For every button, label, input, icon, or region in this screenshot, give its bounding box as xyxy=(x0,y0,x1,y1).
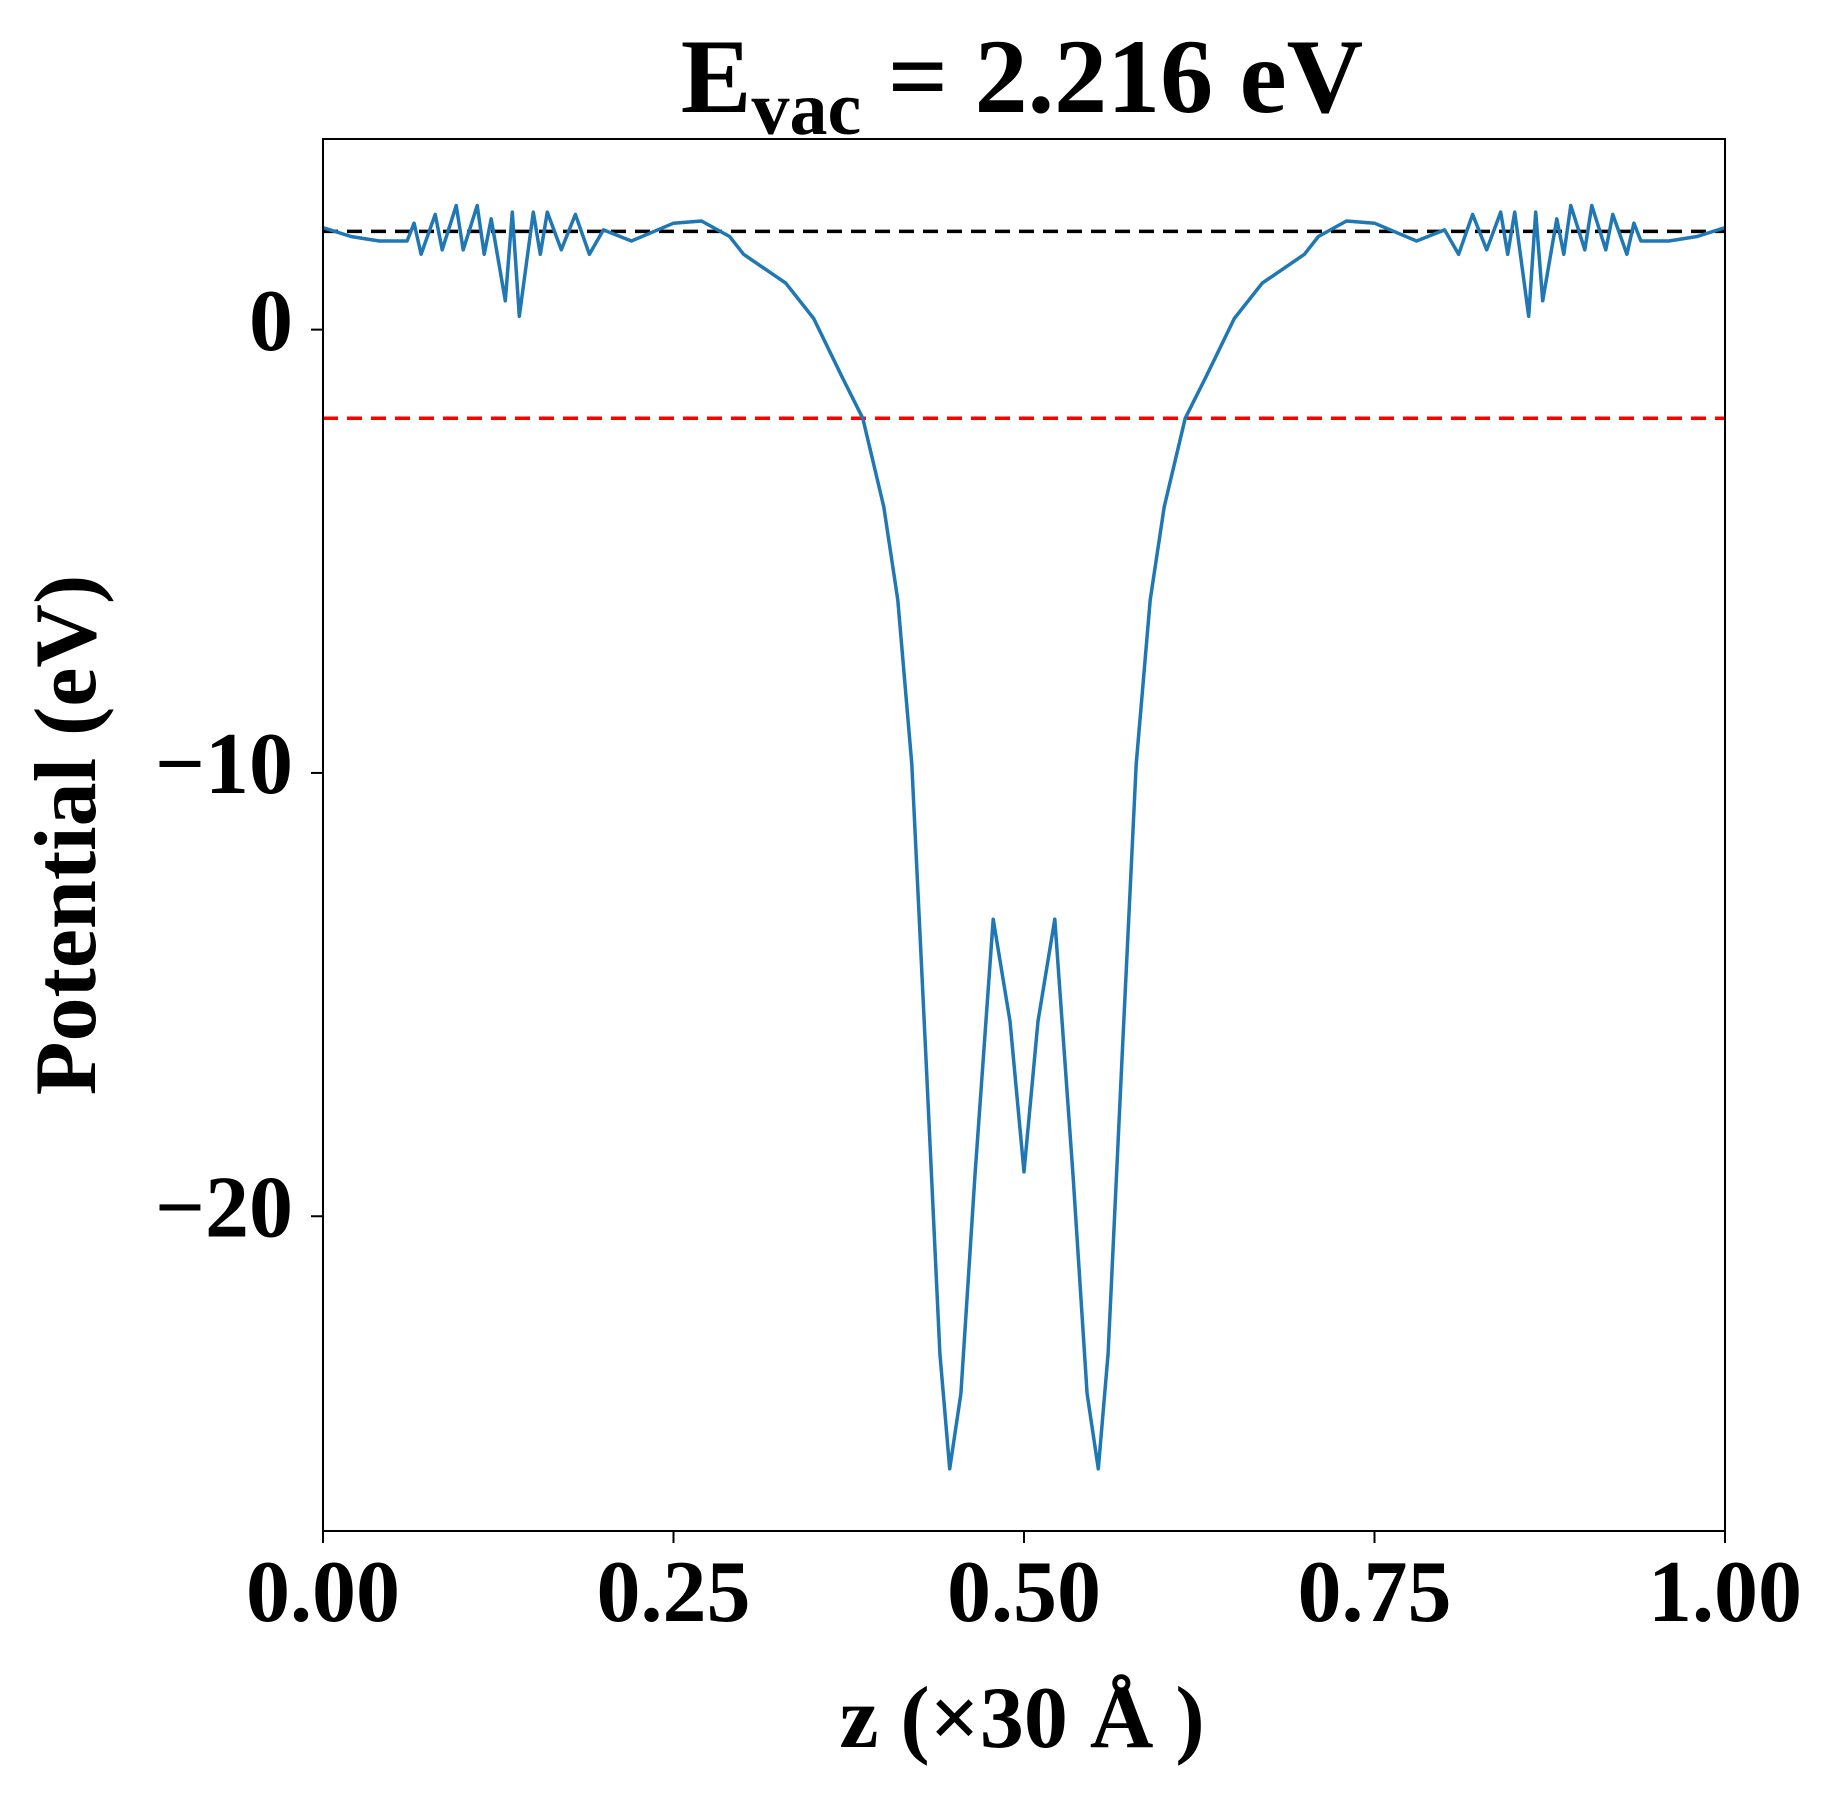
y-tick-label: −10 xyxy=(155,716,293,813)
title-sub: vac xyxy=(751,67,861,151)
plot-frame xyxy=(322,138,1726,1532)
x-tick-label: 0.25 xyxy=(597,1544,751,1641)
y-tick-label: 0 xyxy=(249,273,293,370)
y-axis-label: Potential (eV) xyxy=(18,575,115,1095)
title-main: E xyxy=(681,18,752,135)
data-line xyxy=(322,203,1726,1471)
title-rest: = 2.216 eV xyxy=(861,18,1363,135)
chart-title: Evac = 2.216 eV xyxy=(681,18,1363,151)
x-tick-label: 0.75 xyxy=(1298,1544,1452,1641)
x-tick-label: 1.00 xyxy=(1648,1544,1802,1641)
x-tick-label: 0.50 xyxy=(947,1544,1101,1641)
x-tick-label: 0.00 xyxy=(246,1544,400,1641)
y-tick-label: −20 xyxy=(155,1159,293,1256)
x-axis-label: z (×30 Å ) xyxy=(839,1670,1204,1767)
